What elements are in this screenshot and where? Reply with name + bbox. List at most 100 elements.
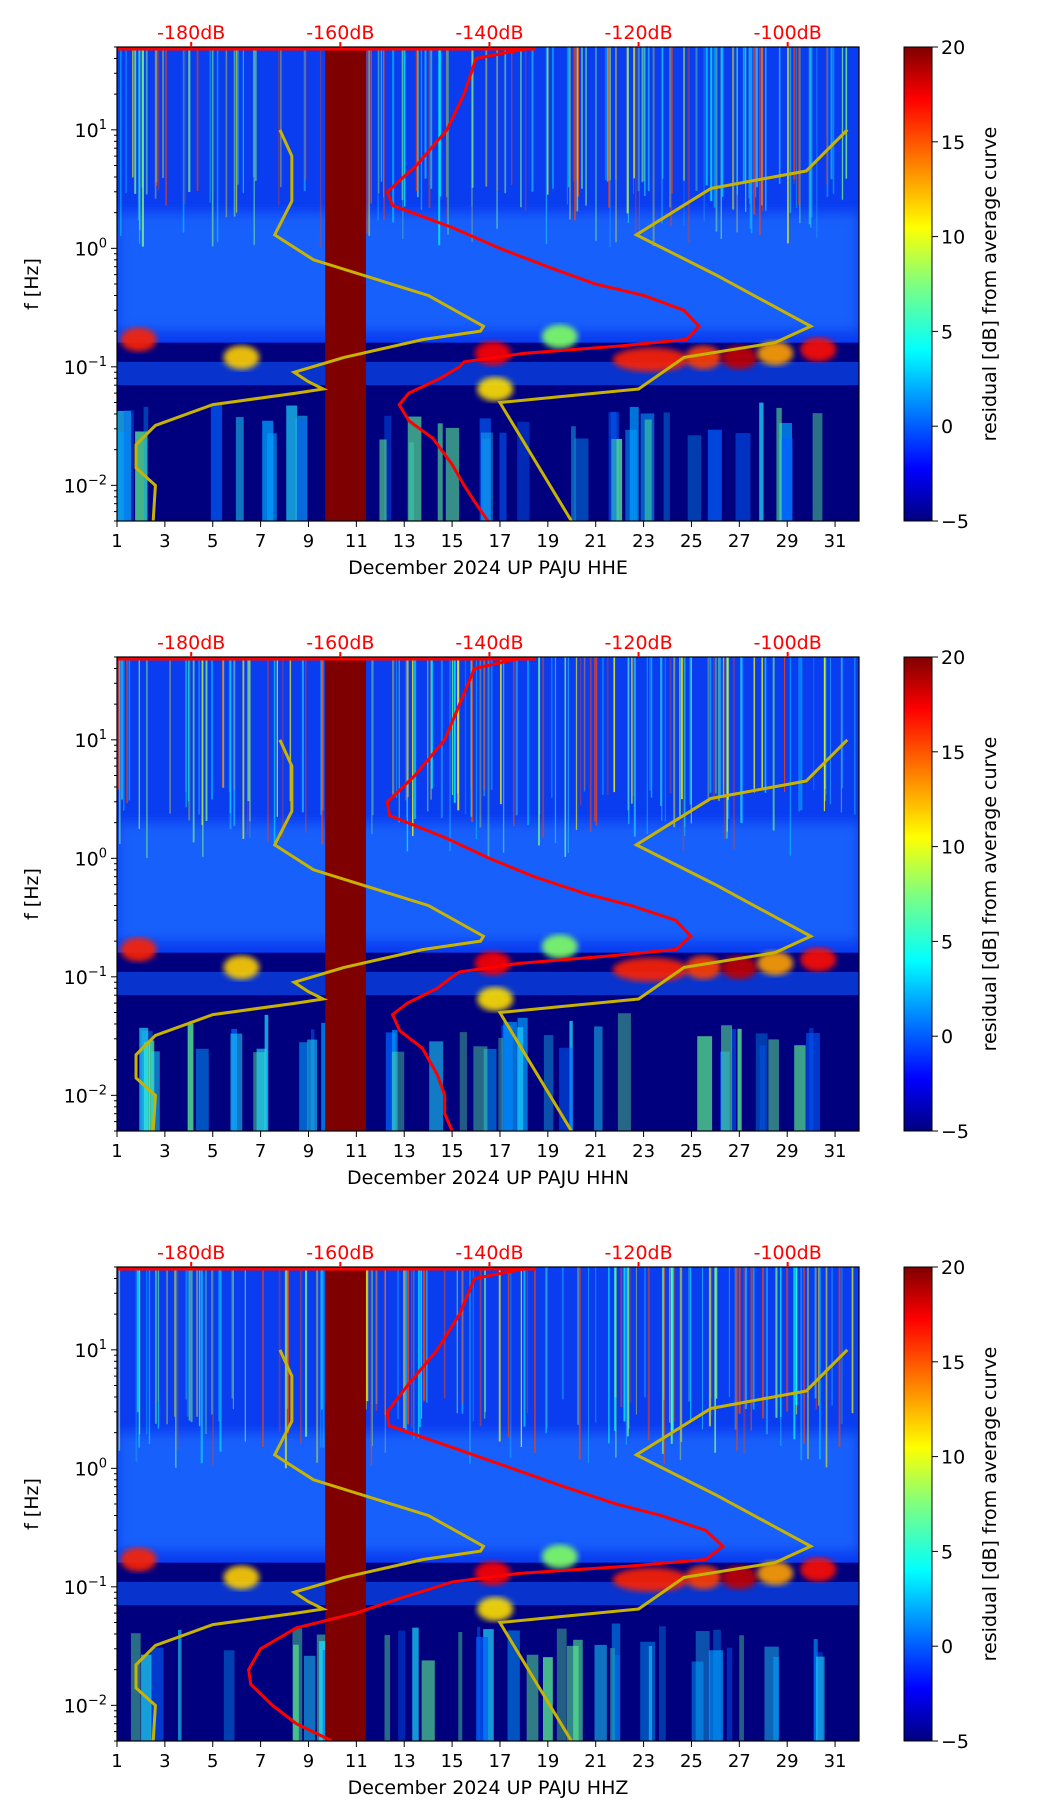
spectrogram [117, 47, 859, 521]
transient-streak [829, 657, 831, 805]
transient-streak [755, 47, 758, 188]
transient-streak [175, 1267, 177, 1468]
noise-model-low [134, 129, 486, 521]
transient-streak [384, 1267, 386, 1454]
transient-streak [190, 1267, 193, 1423]
low-freq-energy [768, 1039, 779, 1131]
colorbar-tick-label: 20 [941, 1257, 965, 1279]
transient-streak [157, 1267, 159, 1429]
transient-streak [580, 47, 583, 189]
transient-streak [682, 657, 685, 852]
microseism-band [117, 212, 859, 332]
transient-streak [428, 47, 431, 208]
low-freq-energy [726, 1647, 733, 1741]
y-tick-base: 10 [64, 1085, 88, 1107]
x-tick-label: 5 [207, 1141, 218, 1162]
low-freq-energy [262, 420, 274, 521]
x-tick-label: 3 [159, 531, 170, 552]
transient-streak [471, 47, 474, 188]
transient-streak [413, 657, 417, 820]
transient-streak [232, 1267, 234, 1410]
transient-streak [608, 47, 611, 208]
transient-streak [126, 657, 128, 804]
x-tick-label: 25 [680, 531, 703, 552]
transient-streak [277, 47, 280, 206]
transient-streak [689, 657, 692, 805]
top-db-label: -120dB [604, 1242, 672, 1264]
low-freq-energy [480, 432, 493, 521]
y-tick-base: 10 [64, 967, 88, 989]
low-freq-energy [223, 1650, 235, 1741]
transient-streak [780, 1267, 782, 1446]
transient-streak [121, 657, 123, 800]
transient-streak [742, 47, 745, 183]
low-freq-energy [135, 431, 148, 521]
x-tick-label: 11 [345, 1141, 368, 1162]
y-tick-exponent: −2 [88, 473, 107, 488]
transient-streak [470, 657, 473, 817]
data-gap [325, 47, 366, 521]
y-tick-label: 101 [75, 728, 107, 752]
transient-streak [484, 1267, 486, 1419]
colorbar-tick-label: 15 [941, 132, 965, 154]
x-tick-label: 17 [489, 1751, 512, 1772]
low-freq-energy [644, 419, 652, 521]
transient-streak [200, 1267, 203, 1464]
low-freq-energy [574, 438, 589, 521]
data-gap [325, 1267, 366, 1741]
transient-streak [526, 1267, 529, 1413]
transient-streak [750, 1267, 752, 1431]
transient-streak [633, 47, 636, 179]
transient-streak [420, 1267, 423, 1419]
transient-streak [538, 657, 541, 815]
x-tick-label: 15 [441, 1751, 464, 1772]
colorbar [903, 656, 933, 1132]
transient-streak [715, 657, 717, 794]
event-blob [800, 947, 837, 972]
transient-streak [242, 657, 245, 839]
transient-streak [734, 1267, 737, 1430]
transient-streak [762, 1267, 765, 1419]
transient-streak [761, 47, 763, 206]
top-db-label: -140dB [455, 1242, 523, 1264]
transient-streak [669, 47, 671, 208]
transient-streak [551, 657, 553, 798]
transient-streak [278, 1267, 281, 1432]
event-blob [477, 986, 514, 1011]
x-tick-label: 31 [824, 531, 847, 552]
spectrogram [117, 657, 859, 1131]
transient-streak [204, 1267, 208, 1435]
transient-streak [165, 47, 168, 206]
y-tick-base: 10 [75, 730, 99, 752]
transient-streak [578, 1267, 581, 1460]
low-freq-energy [384, 1635, 391, 1741]
transient-streak [154, 47, 157, 199]
transient-streak [608, 1267, 610, 1444]
transient-streak [451, 657, 454, 796]
transient-streak [818, 1267, 821, 1460]
transient-streak [659, 657, 663, 807]
transient-streak [187, 657, 190, 802]
x-tick-label: 31 [824, 1141, 847, 1162]
low-freq-energy [293, 1644, 299, 1741]
transient-streak [745, 47, 747, 212]
x-axis-label: December 2024 UP PAJU HHE [348, 557, 628, 579]
transient-streak [188, 1267, 191, 1421]
transient-streak [709, 657, 712, 793]
low-freq-energy [235, 417, 244, 521]
transient-streak [710, 47, 713, 202]
transient-streak [430, 47, 433, 189]
transient-streak [216, 47, 219, 242]
x-tick-label: 15 [441, 1141, 464, 1162]
transient-streak [221, 657, 224, 788]
transient-streak [561, 1267, 564, 1400]
transient-streak [233, 657, 236, 826]
transient-streak [166, 1267, 168, 1425]
low-freq-energy [610, 411, 617, 521]
transient-streak [196, 47, 199, 192]
transient-streak [684, 657, 686, 836]
low-freq-energy [295, 418, 307, 521]
transient-streak [751, 1267, 754, 1405]
transient-streak [633, 657, 636, 837]
